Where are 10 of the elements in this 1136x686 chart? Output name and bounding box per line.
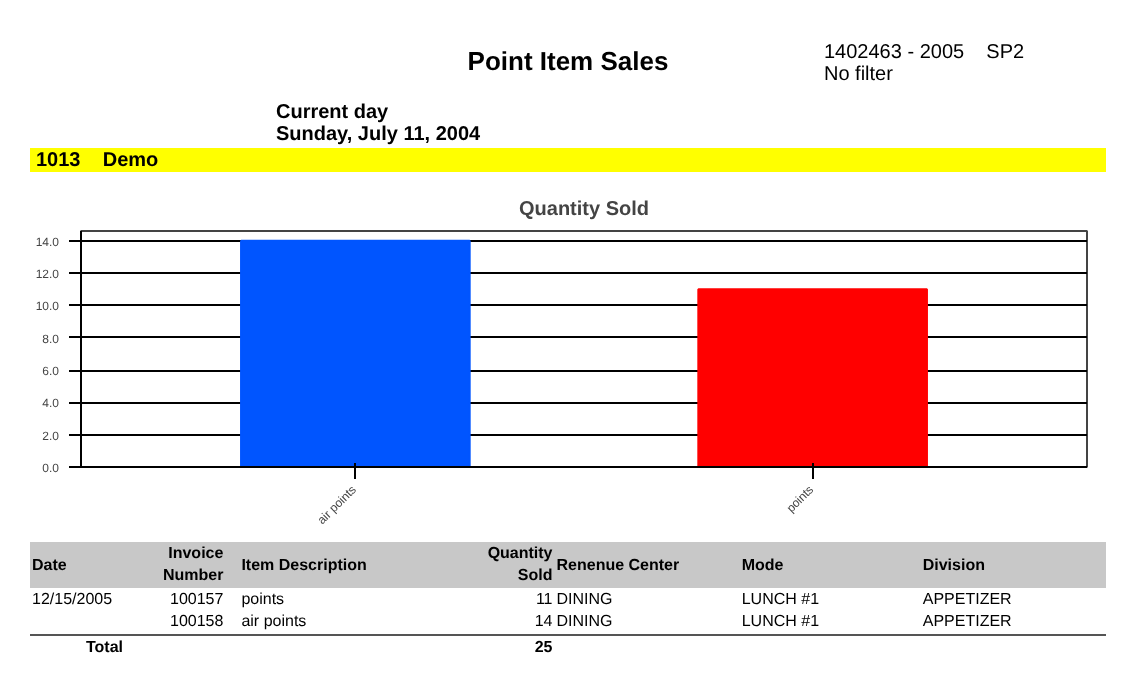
text: Point Item Sales	[467, 46, 669, 76]
text: Sunday, July 11, 2004	[276, 123, 481, 150]
text: 1402463 - 2005 SP2	[824, 40, 1025, 65]
text: 12/15/2005 100157 points 11 DINING LUNCH #1 APPETIZER	[32, 589, 1012, 608]
text: No filter	[824, 62, 893, 90]
text: 100158 air points 14 DINING LUNCH #1 APPETIZER	[170, 612, 1012, 631]
text: 1013 Demo	[30, 148, 1106, 172]
text: Current day	[276, 100, 389, 125]
text: Total 25	[86, 637, 553, 656]
chart-title: Quantity Sold	[519, 199, 649, 221]
